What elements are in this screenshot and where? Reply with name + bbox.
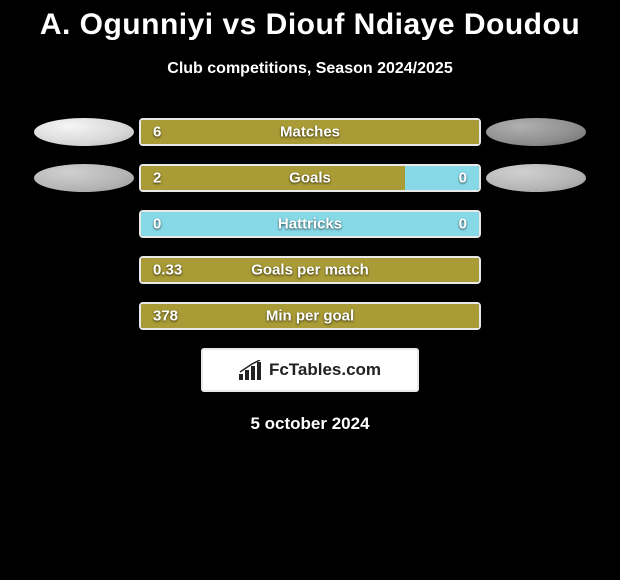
- player-avatar-icon: [486, 118, 586, 146]
- stat-value-left: 378: [153, 308, 178, 325]
- stat-row: 6 Matches: [0, 118, 620, 146]
- stat-value-right: 0: [459, 216, 467, 233]
- stat-value-left: 0.33: [153, 262, 182, 279]
- comparison-card: A. Ogunniyi vs Diouf Ndiaye Doudou Club …: [0, 0, 620, 434]
- stat-value-left: 6: [153, 124, 161, 141]
- avatar-right: [481, 164, 591, 192]
- stat-bar: 378 Min per goal: [139, 302, 481, 330]
- stat-label: Hattricks: [278, 216, 342, 233]
- stat-bar: 2 0 Goals: [139, 164, 481, 192]
- avatar-left: [29, 118, 139, 146]
- stat-row: 0.33 Goals per match: [0, 256, 620, 284]
- stat-row: 2 0 Goals: [0, 164, 620, 192]
- stat-label: Min per goal: [266, 308, 354, 325]
- stat-label: Goals per match: [251, 262, 369, 279]
- stat-bar: 0 0 Hattricks: [139, 210, 481, 238]
- stats-list: 6 Matches 2 0 Goals 0 0 Hattricks 0.33 Goals per …: [0, 118, 620, 330]
- stat-bar: 0.33 Goals per match: [139, 256, 481, 284]
- avatar-right: [481, 118, 591, 146]
- date-label: 5 october 2024: [0, 414, 620, 434]
- player-avatar-icon: [486, 164, 586, 192]
- stat-label: Goals: [289, 170, 331, 187]
- stat-value-left: 0: [153, 216, 161, 233]
- stat-label: Matches: [280, 124, 340, 141]
- bar-segment-left: [141, 166, 405, 190]
- chart-icon: [239, 360, 263, 380]
- subtitle: Club competitions, Season 2024/2025: [0, 60, 620, 78]
- brand-text: FcTables.com: [269, 360, 381, 380]
- bar-segment-right: [405, 166, 479, 190]
- player-avatar-icon: [34, 118, 134, 146]
- page-title: A. Ogunniyi vs Diouf Ndiaye Doudou: [0, 8, 620, 42]
- stat-value-right: 0: [459, 170, 467, 187]
- stat-row: 378 Min per goal: [0, 302, 620, 330]
- stat-bar: 6 Matches: [139, 118, 481, 146]
- stat-row: 0 0 Hattricks: [0, 210, 620, 238]
- stat-value-left: 2: [153, 170, 161, 187]
- brand-logo[interactable]: FcTables.com: [201, 348, 419, 392]
- avatar-left: [29, 164, 139, 192]
- player-avatar-icon: [34, 164, 134, 192]
